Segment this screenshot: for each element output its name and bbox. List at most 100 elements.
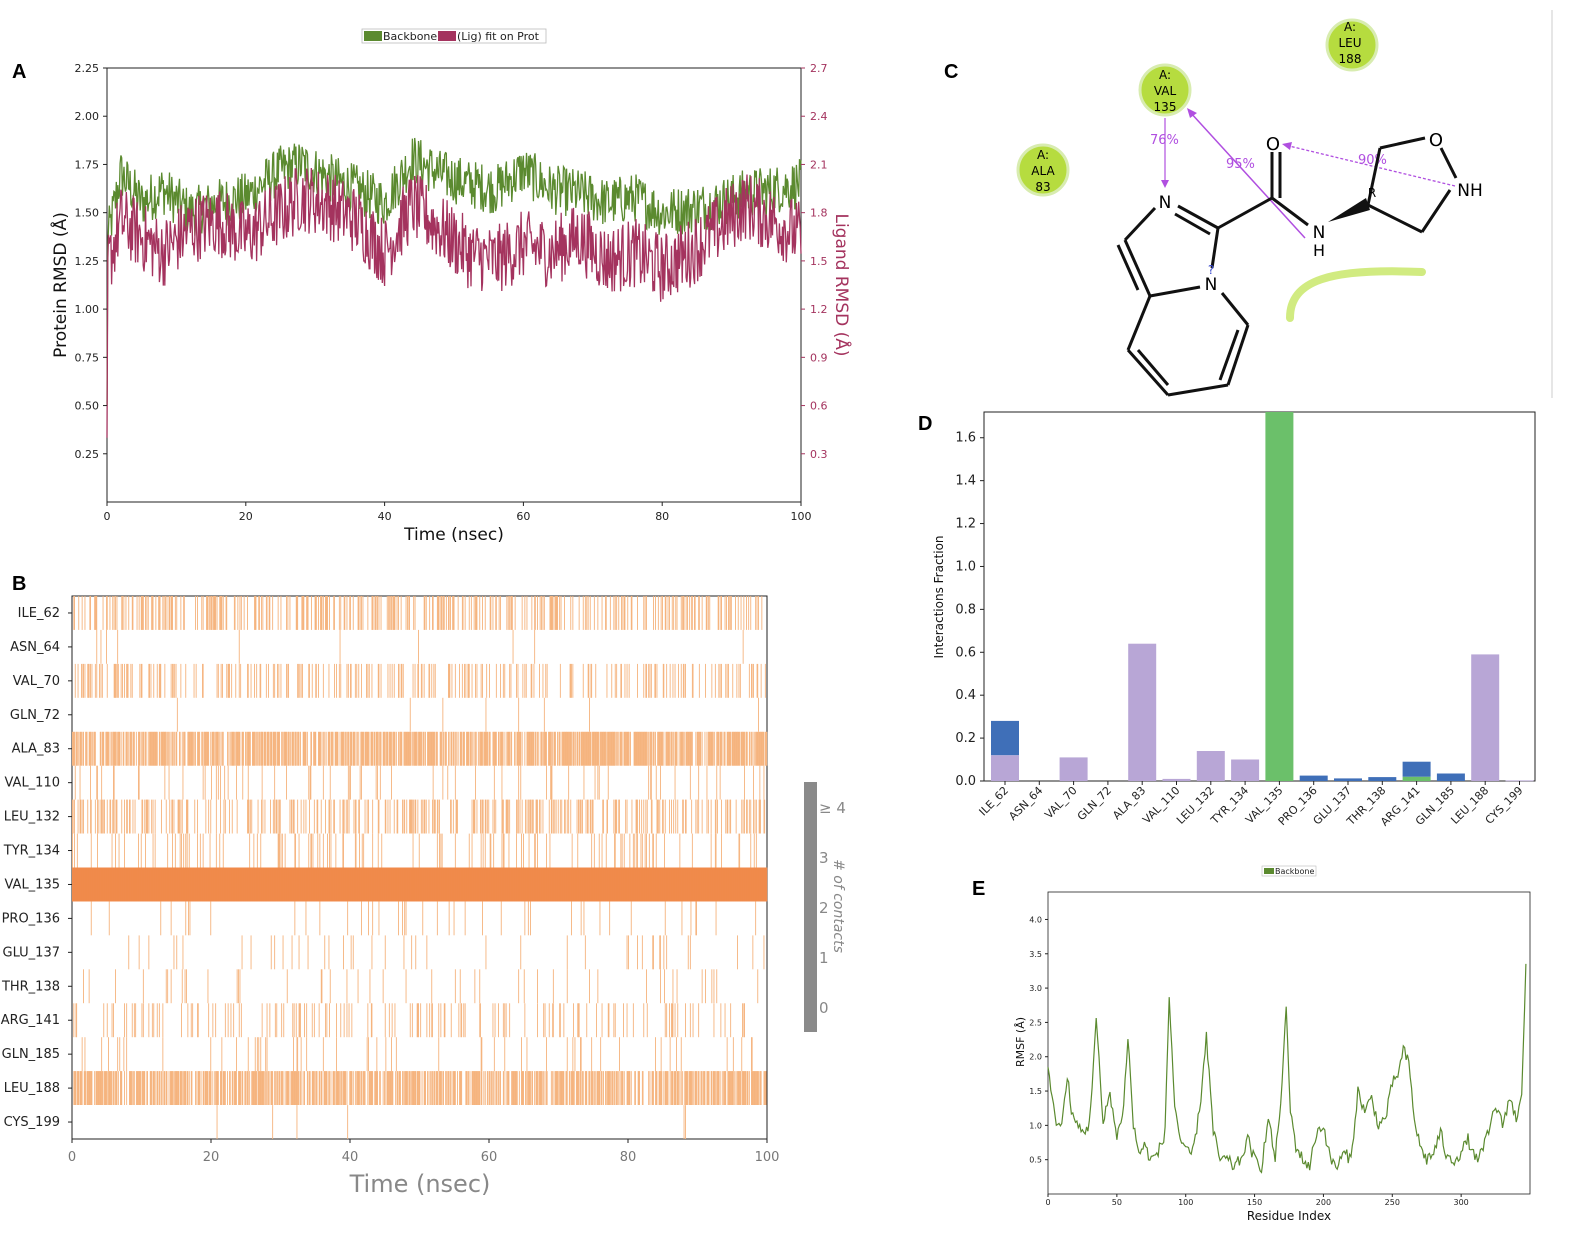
residue-name: VAL (1154, 84, 1177, 98)
residue-label: GLU_137 (3, 945, 61, 960)
contact-row-asn_64: ASN_64 (10, 629, 744, 664)
ligand-interaction-diagram: A: LEU 188 A: VAL 135 A: ALA 83 76% 95% … (1016, 10, 1553, 398)
rmsd-ylabel-right: Ligand RMSD (Å) (831, 213, 853, 356)
bar-val_70-hydrophobic (1059, 757, 1088, 781)
panel-letter-b: B (12, 573, 26, 595)
residue-label: ASN_64 (10, 640, 60, 655)
legend-label-ligand: (Lig) fit on Prot (457, 30, 540, 43)
y-tick-label-right: 2.7 (810, 62, 828, 75)
y-tick-label-right: 0.3 (810, 448, 828, 461)
rmsd-ylabel-left: Protein RMSD (Å) (49, 212, 71, 358)
contact-row-leu_132: LEU_132 (4, 799, 766, 834)
y-tick-label: 0.8 (955, 602, 976, 617)
y-tick-label-left: 2.00 (75, 110, 100, 123)
contact-row-cys_199: CYS_199 (4, 1105, 686, 1139)
atom-n-imidazole: N (1159, 193, 1172, 213)
bar-ylabel: Interactions Fraction (932, 535, 946, 658)
y-tick-label-left: 0.25 (75, 448, 100, 461)
atom-o-carbonyl: O (1266, 134, 1280, 155)
rmsd-chart: Backbone (Lig) fit on Prot 0 20 40 60 80 100 0… (49, 28, 853, 545)
category-label: GLN_72 (1075, 784, 1114, 823)
x-tick-label: 100 (1178, 1198, 1193, 1207)
contact-row-glu_137: GLU_137 (3, 935, 765, 970)
bar-ala_83-hydrophobic (1128, 643, 1157, 781)
residue-label: GLN_72 (10, 708, 60, 723)
x-tick-label: 40 (342, 1150, 359, 1165)
contact-row-pro_136: PRO_136 (2, 901, 757, 936)
y-tick-label: 2.0 (1029, 1053, 1042, 1062)
colorbar-label: # of contacts (830, 859, 846, 953)
y-tick-label-left: 1.75 (75, 158, 100, 171)
residue-label: VAL_70 (13, 674, 60, 689)
residue-label: ARG_141 (1, 1013, 60, 1028)
colorbar-tick-label: ≥ 4 (819, 799, 846, 817)
atom-n-bridge: N (1205, 275, 1218, 295)
legend-swatch-backbone (364, 31, 382, 41)
contact-row-gln_72: GLN_72 (10, 697, 759, 732)
y-tick-label-left: 0.75 (75, 351, 100, 364)
residue-label: VAL_135 (4, 877, 60, 892)
rmsf-legend-box (1261, 865, 1317, 877)
x-tick-label: 250 (1385, 1198, 1400, 1207)
bar-val_135-hbond (1265, 412, 1294, 781)
residue-label: ALA_83 (12, 742, 60, 757)
backbone-rmsd-line (106, 137, 802, 406)
residue-name: ALA (1031, 164, 1055, 178)
bar-gln_185-water_bridge (1436, 773, 1465, 781)
rmsf-legend-label: Backbone (1275, 867, 1314, 876)
y-tick-label: 2.5 (1029, 1018, 1042, 1027)
y-tick-label: 0.6 (955, 645, 976, 660)
unknown-stereo-marker: ? (1208, 263, 1214, 277)
x-tick-label: 50 (1112, 1198, 1122, 1207)
y-tick-label: 1.5 (1029, 1087, 1042, 1096)
residue-number: 188 (1339, 52, 1362, 66)
contacts-heatmap: ILE_62 ASN_64 VAL_70 GLN_72 ALA_83 VAL_110 LEU… (1, 595, 846, 1198)
x-tick-label: 150 (1247, 1198, 1262, 1207)
y-tick-label-right: 1.8 (810, 207, 828, 220)
y-tick-label: 3.5 (1029, 950, 1042, 959)
contact-row-val_70: VAL_70 (13, 663, 766, 698)
y-tick-label-left: 1.50 (75, 207, 100, 220)
residue-chain: A: (1159, 68, 1171, 82)
x-tick-label: 0 (104, 510, 111, 523)
residue-ala-83: A: ALA 83 (1016, 143, 1070, 197)
rmsf-plot-frame (1047, 891, 1531, 1195)
rmsf-chart: Backbone 0 50 100 150 200 250 300 0.5 1.0 1.5 2.0 2… (1014, 865, 1531, 1223)
residue-number: 135 (1154, 100, 1177, 114)
bar-tyr_134-hydrophobic (1231, 759, 1260, 781)
residue-label: GLN_185 (2, 1047, 60, 1062)
bar-pro_136-water_bridge (1299, 775, 1328, 781)
bar-leu_188-hydrophobic (1471, 654, 1500, 781)
y-tick-label: 1.4 (955, 474, 976, 489)
colorbar-tick-label: 3 (819, 849, 829, 867)
x-tick-label: 0 (1045, 1198, 1050, 1207)
atom-o-ring: O (1429, 130, 1443, 151)
contact-row-ile_62: ILE_62 (18, 596, 763, 630)
ligand-rmsd-line (106, 167, 802, 438)
legend-label-backbone: Backbone (383, 30, 437, 43)
x-tick-label: 200 (1316, 1198, 1331, 1207)
legend-swatch-ligand (438, 31, 456, 41)
category-label: CYS_199 (1483, 784, 1526, 827)
residue-label: ILE_62 (18, 606, 60, 621)
y-tick-label: 0.0 (955, 774, 976, 789)
interaction-pct-val135: 76% (1150, 133, 1179, 148)
x-tick-label: 0 (68, 1150, 76, 1165)
panel-letter-c: C (944, 61, 958, 83)
ligand-skeleton (1116, 136, 1458, 397)
atom-n-amide: N (1313, 223, 1326, 243)
atom-nh-ring: NH (1457, 181, 1483, 201)
y-tick-label-left: 2.25 (75, 62, 100, 75)
bar-val_110-hydrophobic (1162, 778, 1191, 781)
panel-letter-a: A (12, 61, 26, 83)
y-tick-label: 1.2 (955, 517, 976, 532)
residue-leu-188: A: LEU 188 (1325, 18, 1379, 72)
residue-label: LEU_132 (4, 810, 60, 825)
contact-row-val_135: VAL_135 (4, 867, 768, 902)
y-tick-label-right: 0.6 (810, 400, 828, 413)
bar-cys_199-hydrophobic (1505, 780, 1534, 782)
rmsf-legend-swatch (1264, 868, 1274, 874)
interaction-pct-backbone: 95% (1226, 157, 1255, 172)
y-tick-label-right: 2.4 (810, 110, 828, 123)
colorbar-tick-label: 0 (819, 999, 829, 1017)
